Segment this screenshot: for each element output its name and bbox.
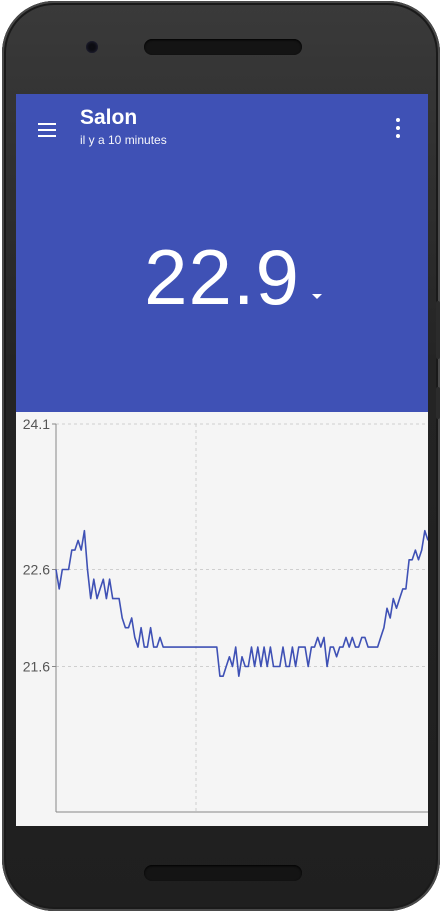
power-button xyxy=(436,387,440,419)
front-camera xyxy=(86,41,98,53)
menu-icon[interactable] xyxy=(36,118,60,142)
temperature-series-line xyxy=(55,529,428,678)
current-temperature: 22.9 xyxy=(16,232,428,323)
y-tick-label: 21.6 xyxy=(23,659,50,675)
line-chart: 24.1 22.6 21.6 xyxy=(23,416,428,813)
y-tick-label: 24.1 xyxy=(23,416,50,432)
temperature-chart: 24.1 22.6 21.6 xyxy=(16,412,428,826)
volume-button xyxy=(436,301,440,359)
y-tick-label: 22.6 xyxy=(23,562,50,578)
last-update-subtitle: il y a 10 minutes xyxy=(80,133,167,147)
more-vert-icon[interactable] xyxy=(386,116,410,140)
arrow-drop-down-icon[interactable] xyxy=(311,294,322,299)
app-screen: Salon il y a 10 minutes 22.9 24.1 22.6 21.… xyxy=(16,94,428,826)
temperature-value: 22.9 xyxy=(144,233,300,321)
app-header: Salon il y a 10 minutes 22.9 xyxy=(16,94,428,412)
page-title: Salon xyxy=(80,106,138,129)
bottom-speaker xyxy=(144,865,302,881)
earpiece-speaker xyxy=(144,39,302,55)
